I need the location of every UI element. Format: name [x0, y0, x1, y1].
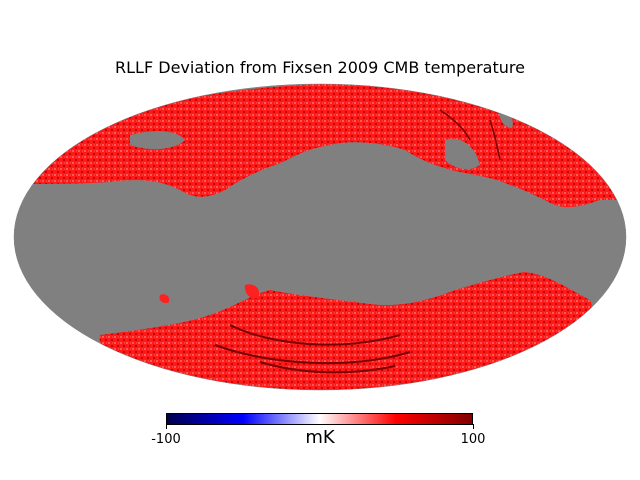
map-boundary — [13, 83, 627, 391]
observed-region-south — [99, 272, 592, 390]
colorbar-unit-label: mK — [305, 427, 335, 448]
grey-patch-north-2 — [445, 138, 480, 170]
colorbar-tick-max — [473, 424, 474, 429]
grey-patch-north-1 — [130, 131, 185, 150]
map-title: RLLF Deviation from Fixsen 2009 CMB temp… — [115, 58, 525, 77]
observed-region-north — [20, 84, 625, 208]
island-south-1 — [244, 284, 260, 299]
colorbar — [166, 413, 473, 425]
dark-streak-2 — [214, 344, 411, 365]
colorbar-tick-min — [166, 424, 167, 429]
colorbar-min-label: -100 — [151, 432, 181, 447]
colorbar-max-label: 100 — [460, 432, 486, 447]
island-south-2 — [159, 294, 170, 304]
dark-streak-1 — [229, 324, 401, 346]
dark-streak-5 — [489, 119, 501, 161]
dark-streak-3 — [259, 361, 396, 374]
dark-streak-4 — [439, 109, 471, 141]
